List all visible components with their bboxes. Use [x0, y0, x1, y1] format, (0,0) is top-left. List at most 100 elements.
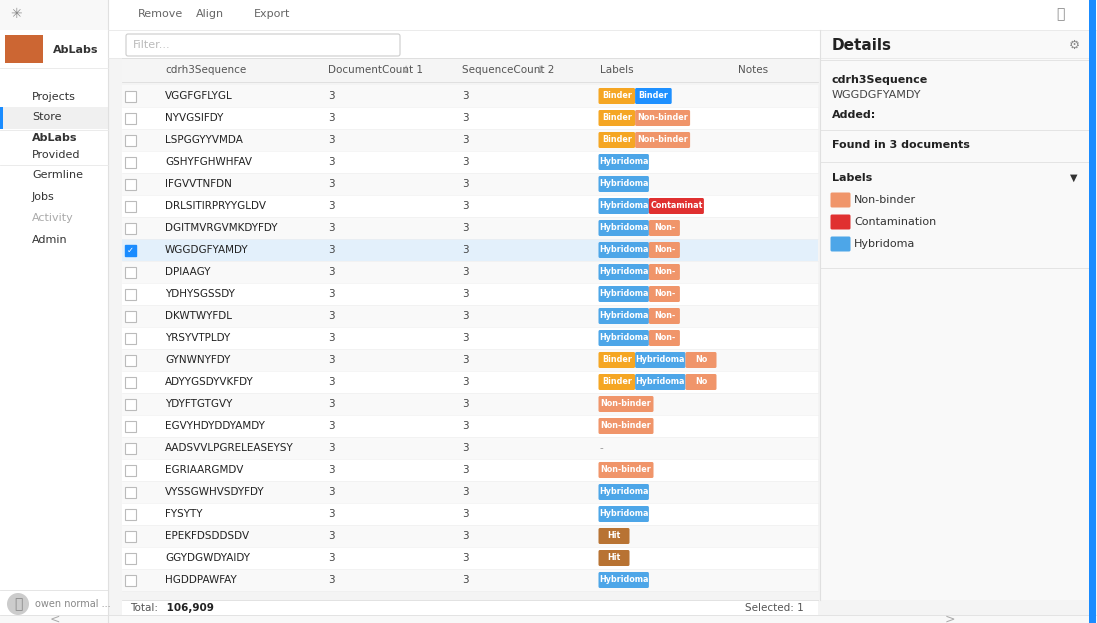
- FancyBboxPatch shape: [599, 528, 630, 544]
- Text: 3: 3: [328, 223, 335, 233]
- FancyBboxPatch shape: [649, 220, 680, 236]
- Text: Hybridoma: Hybridoma: [599, 224, 648, 232]
- Text: 🔔: 🔔: [1055, 7, 1064, 21]
- Text: Export: Export: [255, 9, 291, 19]
- FancyBboxPatch shape: [122, 305, 818, 327]
- Text: 3: 3: [462, 465, 468, 475]
- Text: ADYYGSDYVKFDY: ADYYGSDYVKFDY: [165, 377, 253, 387]
- FancyBboxPatch shape: [122, 107, 818, 129]
- FancyBboxPatch shape: [125, 157, 136, 168]
- FancyBboxPatch shape: [122, 327, 818, 349]
- FancyBboxPatch shape: [830, 214, 850, 229]
- Text: GGYDGWDYAIDY: GGYDGWDYAIDY: [165, 553, 250, 563]
- Text: 3: 3: [328, 289, 335, 299]
- FancyBboxPatch shape: [122, 85, 818, 107]
- Text: 3: 3: [328, 333, 335, 343]
- Text: 3: 3: [462, 333, 468, 343]
- FancyBboxPatch shape: [599, 374, 635, 390]
- Text: Selected: 1: Selected: 1: [745, 603, 804, 613]
- FancyBboxPatch shape: [122, 129, 818, 151]
- Text: 3: 3: [328, 487, 335, 497]
- Text: Non-: Non-: [654, 312, 675, 320]
- Text: SequenceCount 2: SequenceCount 2: [462, 65, 554, 75]
- FancyBboxPatch shape: [830, 193, 850, 207]
- Text: 3: 3: [462, 201, 468, 211]
- Text: GSHYFGHWHFAV: GSHYFGHWHFAV: [165, 157, 252, 167]
- Text: Hybridoma: Hybridoma: [599, 488, 648, 497]
- Text: 3: 3: [462, 311, 468, 321]
- Text: ⚙: ⚙: [1068, 39, 1079, 52]
- Text: IFGVVTNFDN: IFGVVTNFDN: [165, 179, 231, 189]
- Text: Notes: Notes: [738, 65, 768, 75]
- Text: Hybridoma: Hybridoma: [599, 179, 648, 189]
- Text: <: <: [49, 612, 60, 623]
- Text: Hybridoma: Hybridoma: [599, 312, 648, 320]
- FancyBboxPatch shape: [599, 176, 649, 192]
- Text: Germline: Germline: [32, 170, 83, 180]
- Text: ✳: ✳: [10, 7, 22, 21]
- FancyBboxPatch shape: [0, 0, 108, 30]
- FancyBboxPatch shape: [599, 264, 649, 280]
- FancyBboxPatch shape: [122, 349, 818, 371]
- FancyBboxPatch shape: [125, 553, 136, 564]
- Text: Non-: Non-: [654, 333, 675, 343]
- FancyBboxPatch shape: [599, 418, 654, 434]
- Text: No: No: [694, 356, 708, 364]
- FancyBboxPatch shape: [125, 465, 136, 476]
- FancyBboxPatch shape: [122, 525, 818, 547]
- FancyBboxPatch shape: [599, 308, 649, 324]
- Text: 3: 3: [328, 201, 335, 211]
- Text: 3: 3: [462, 487, 468, 497]
- FancyBboxPatch shape: [122, 503, 818, 525]
- FancyBboxPatch shape: [125, 421, 136, 432]
- FancyBboxPatch shape: [635, 352, 686, 368]
- Text: 3: 3: [328, 157, 335, 167]
- FancyBboxPatch shape: [649, 264, 680, 280]
- Text: Projects: Projects: [32, 92, 76, 102]
- Text: Found in 3 documents: Found in 3 documents: [832, 140, 970, 150]
- FancyBboxPatch shape: [125, 135, 136, 146]
- FancyBboxPatch shape: [125, 443, 136, 454]
- FancyBboxPatch shape: [599, 506, 649, 522]
- FancyBboxPatch shape: [125, 575, 136, 586]
- Text: 3: 3: [462, 135, 468, 145]
- FancyBboxPatch shape: [635, 132, 690, 148]
- FancyBboxPatch shape: [599, 572, 649, 588]
- FancyBboxPatch shape: [599, 330, 649, 346]
- FancyBboxPatch shape: [125, 333, 136, 344]
- Text: 3: 3: [328, 179, 335, 189]
- Text: DGITMVRGVMKDYFDY: DGITMVRGVMKDYFDY: [165, 223, 278, 233]
- Text: Non-binder: Non-binder: [637, 135, 688, 145]
- Text: Binder: Binder: [602, 113, 632, 123]
- FancyBboxPatch shape: [122, 283, 818, 305]
- Text: Binder: Binder: [602, 92, 632, 100]
- Text: 3: 3: [328, 91, 335, 101]
- FancyBboxPatch shape: [126, 34, 400, 56]
- FancyBboxPatch shape: [125, 245, 136, 256]
- FancyBboxPatch shape: [0, 615, 1097, 623]
- FancyBboxPatch shape: [599, 198, 649, 214]
- Text: 3: 3: [462, 553, 468, 563]
- Text: Non-binder: Non-binder: [601, 465, 652, 475]
- Text: Labels: Labels: [600, 65, 634, 75]
- FancyBboxPatch shape: [599, 484, 649, 500]
- Text: Non-binder: Non-binder: [601, 399, 652, 409]
- Text: 3: 3: [328, 553, 335, 563]
- FancyBboxPatch shape: [599, 242, 649, 258]
- FancyBboxPatch shape: [635, 374, 686, 390]
- Text: Hit: Hit: [608, 553, 621, 563]
- Text: Binder: Binder: [602, 378, 632, 386]
- FancyBboxPatch shape: [830, 237, 850, 252]
- FancyBboxPatch shape: [125, 289, 136, 300]
- FancyBboxPatch shape: [122, 173, 818, 195]
- Text: 👤: 👤: [14, 597, 22, 611]
- Text: ↓: ↓: [402, 65, 410, 75]
- Text: Hybridoma: Hybridoma: [599, 510, 648, 518]
- Text: Non-binder: Non-binder: [637, 113, 688, 123]
- Text: Details: Details: [832, 37, 892, 52]
- Text: 3: 3: [328, 509, 335, 519]
- Text: >: >: [945, 612, 955, 623]
- Text: cdrh3Sequence: cdrh3Sequence: [165, 65, 246, 75]
- FancyBboxPatch shape: [108, 30, 1090, 58]
- Text: Hybridoma: Hybridoma: [635, 356, 685, 364]
